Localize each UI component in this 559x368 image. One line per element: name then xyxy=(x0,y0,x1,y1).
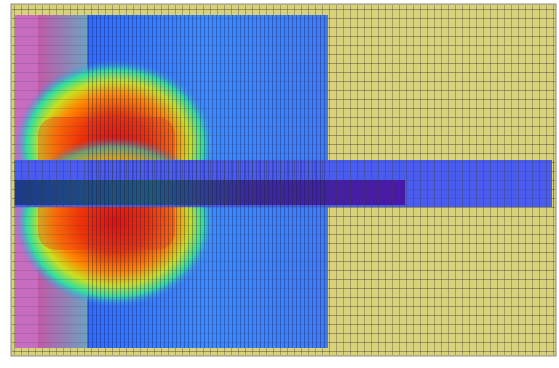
page xyxy=(0,0,559,368)
field-plot xyxy=(0,0,559,368)
mesh-overlay xyxy=(12,5,555,355)
